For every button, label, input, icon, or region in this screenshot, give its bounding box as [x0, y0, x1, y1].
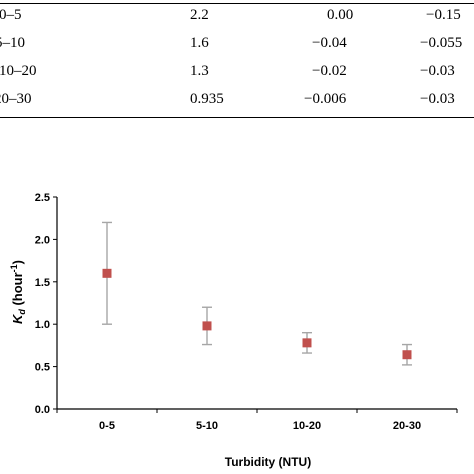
table-cell-range: 10–20 — [0, 63, 37, 79]
data-point — [102, 268, 112, 278]
x-axis-ticks: 0-5 5-10 10-20 20-30 — [56, 409, 458, 432]
table-cell-value: −0.02 — [312, 63, 347, 79]
parameter-table: 0–5 2.2 0.00 −0.15 5–10 1.6 −0.04 −0.055… — [0, 0, 474, 121]
y-axis-label-close: ) — [10, 260, 25, 264]
table-cell-value: −0.055 — [420, 35, 463, 51]
y-tick-label: 0.5 — [35, 362, 50, 374]
y-axis-label-subscript: d — [17, 309, 27, 315]
table-cell-value: −0.15 — [426, 7, 461, 23]
decay-rate-chart: 0.0 0.5 1.0 1.5 2.0 2.5 0-5 5-10 10-20 20-30 Tur… — [9, 192, 458, 469]
y-tick-label: 1.5 — [35, 277, 50, 289]
x-tick-label: 0-5 — [99, 420, 115, 432]
data-point — [302, 338, 312, 348]
table-cell-value: 1.3 — [190, 63, 209, 79]
table-cell-value: −0.03 — [420, 63, 455, 79]
y-tick-label: 1.0 — [35, 319, 50, 331]
y-axis-label-exponent: -1 — [9, 264, 19, 272]
table-cell-range: 20–30 — [0, 91, 32, 107]
table-cell-value: −0.03 — [420, 91, 455, 107]
x-tick-label: 10-20 — [293, 420, 321, 432]
x-axis-label: Turbidity (NTU) — [225, 455, 311, 469]
x-tick-label: 20-30 — [393, 420, 421, 432]
table-cell-value: 1.6 — [190, 35, 209, 51]
table-top-rule — [0, 3, 474, 4]
y-axis-ticks: 0.0 0.5 1.0 1.5 2.0 2.5 — [35, 192, 57, 416]
y-tick-label: 2.0 — [35, 234, 50, 246]
table-cell-value: −0.006 — [304, 91, 347, 107]
data-point — [202, 321, 212, 331]
y-tick-label: 2.5 — [35, 192, 50, 204]
table-cell-value: 0.00 — [327, 7, 354, 23]
table-cell-range: 5–10 — [0, 35, 25, 51]
x-tick-label: 5-10 — [196, 420, 218, 432]
table-cell-value: 0.935 — [190, 91, 224, 107]
y-tick-label: 0.0 — [35, 404, 50, 416]
y-axis-label: Kd (hour-1) — [9, 260, 27, 324]
table-cell-value: 2.2 — [190, 7, 209, 23]
y-axis-label-symbol: K — [10, 313, 25, 324]
table-cell-range: 0–5 — [0, 7, 22, 23]
chart-marks — [102, 221, 412, 366]
table-cell-value: −0.04 — [312, 35, 347, 51]
data-point — [402, 350, 412, 360]
table-bottom-rule — [0, 117, 474, 118]
y-axis-label-unit: (hour — [10, 272, 25, 309]
